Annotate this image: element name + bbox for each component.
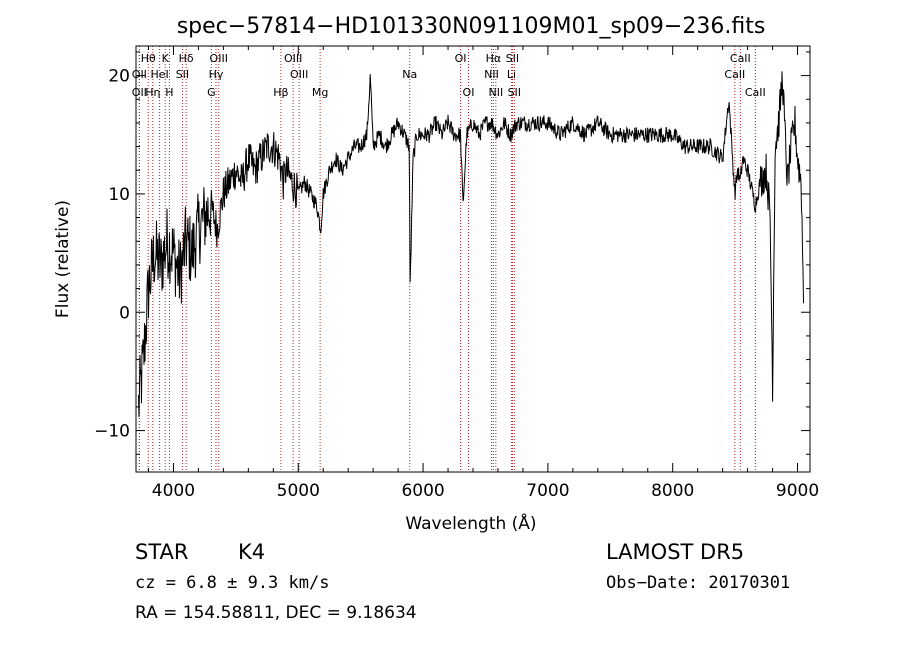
- redshift-velocity: cz = 6.8 ± 9.3 km/s: [135, 573, 330, 593]
- line-label: SII: [508, 86, 521, 99]
- x-tick-label: 6000: [401, 481, 444, 501]
- line-label: SII: [506, 52, 519, 65]
- line-label: SII: [176, 68, 189, 81]
- y-axis-ticks: −10 0 10 20: [94, 51, 810, 455]
- object-subclass: K4: [238, 540, 266, 564]
- line-label: Na: [402, 68, 417, 81]
- line-label: Hδ: [179, 52, 194, 65]
- line-label: OIII: [284, 52, 302, 65]
- line-label: G: [207, 86, 216, 99]
- plot-frame: [135, 45, 811, 473]
- line-marker-group: [138, 46, 756, 472]
- x-axis-label: Wavelength (Å): [405, 512, 536, 534]
- line-label: OI: [455, 52, 467, 65]
- line-label: Mg: [312, 86, 328, 99]
- line-label: NII: [484, 68, 499, 81]
- x-tick-label: 4000: [152, 481, 195, 501]
- line-label: HeI: [150, 68, 168, 81]
- y-tick-label: 0: [119, 303, 130, 323]
- line-label: Hα: [486, 52, 502, 65]
- line-label: Hη: [145, 86, 160, 99]
- x-axis-ticks: 4000 5000 6000 7000 8000 9000: [147, 46, 819, 501]
- y-axis-label: Flux (relative): [53, 200, 73, 318]
- line-label: Hβ: [273, 86, 288, 99]
- spectrum-series: [138, 71, 804, 418]
- line-label: OIII: [210, 52, 228, 65]
- observation-date: Obs−Date: 20170301: [606, 573, 791, 593]
- line-label: Hθ: [141, 52, 156, 65]
- line-label: OI: [463, 86, 475, 99]
- line-label: Li: [507, 68, 516, 81]
- object-class: STAR: [135, 540, 189, 564]
- line-label: K: [162, 52, 170, 65]
- line-label: CaII: [724, 68, 745, 81]
- line-label: OII: [132, 68, 147, 81]
- chart-title: spec−57814−HD101330N091109M01_sp09−236.f…: [177, 14, 766, 39]
- line-label: CaII: [745, 86, 766, 99]
- x-tick-label: 8000: [651, 481, 694, 501]
- y-tick-label: 10: [108, 185, 130, 205]
- x-tick-label: 7000: [526, 481, 569, 501]
- line-label: H: [165, 86, 173, 99]
- sky-coordinates: RA = 154.58811, DEC = 9.18634: [135, 603, 417, 623]
- line-label: OIII: [290, 68, 308, 81]
- y-tick-label: 20: [108, 67, 130, 87]
- survey-name: LAMOST DR5: [606, 540, 745, 564]
- line-label: Hγ: [209, 68, 224, 81]
- y-tick-label: −10: [94, 422, 130, 442]
- line-label: NII: [488, 86, 503, 99]
- line-label: CaII: [730, 52, 751, 65]
- line-label-group: HθOIIOIIHηHeIKHSIIHδGOIIIHγHβOIIIOIIIMgN…: [132, 52, 766, 99]
- x-tick-label: 9000: [776, 481, 819, 501]
- x-tick-label: 5000: [277, 481, 320, 501]
